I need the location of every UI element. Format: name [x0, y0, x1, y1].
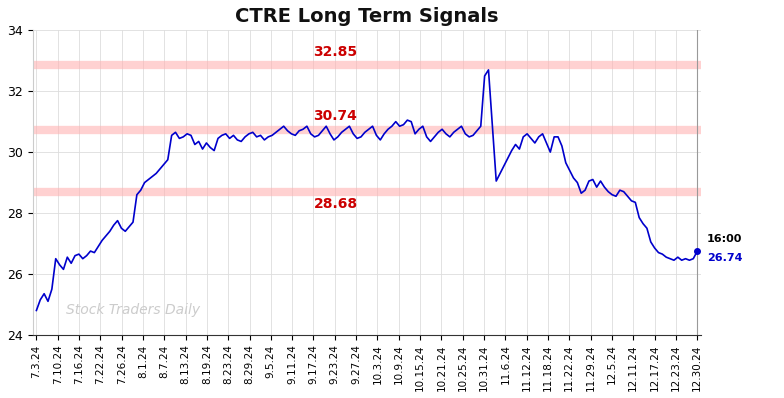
Text: 28.68: 28.68	[314, 197, 358, 211]
Text: 26.74: 26.74	[707, 252, 742, 263]
Text: 30.74: 30.74	[314, 109, 358, 123]
Text: 32.85: 32.85	[314, 45, 358, 59]
Text: Stock Traders Daily: Stock Traders Daily	[66, 302, 200, 316]
Text: 16:00: 16:00	[707, 234, 742, 244]
Title: CTRE Long Term Signals: CTRE Long Term Signals	[235, 7, 499, 26]
